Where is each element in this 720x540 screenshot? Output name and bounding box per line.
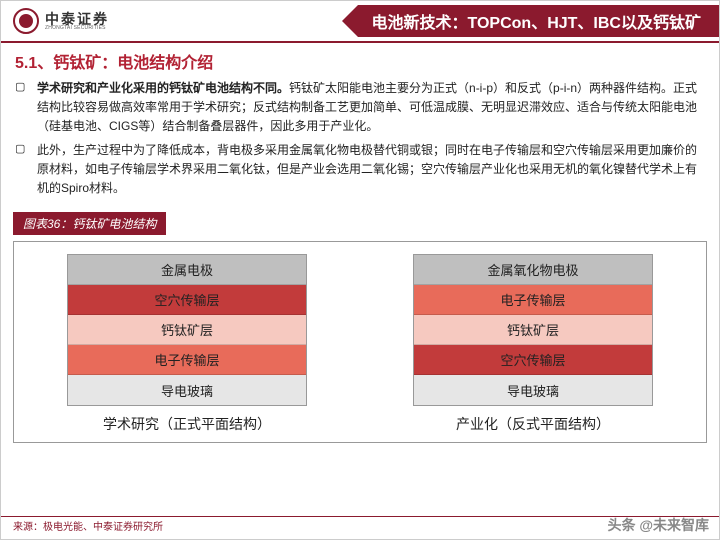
right-structure: 金属氧化物电极电子传输层钙钛矿层空穴传输层导电玻璃 产业化（反式平面结构） [413,254,653,434]
logo-mark [13,8,39,34]
logo-text-en: ZHONGTAI SECURITIES [45,26,109,31]
slide-page: 中泰证券 ZHONGTAI SECURITIES 电池新技术：TOPCon、HJ… [0,0,720,540]
watermark: 头条 @未来智库 [607,515,709,535]
logo-text-cn: 中泰证券 [45,12,109,26]
figure-title: 图表36：钙钛矿电池结构 [13,212,166,235]
layer: 空穴传输层 [68,285,306,315]
watermark-text: 头条 @未来智库 [607,515,709,535]
layer: 电子传输层 [414,285,652,315]
right-caption: 产业化（反式平面结构） [456,414,610,434]
right-stack: 金属氧化物电极电子传输层钙钛矿层空穴传输层导电玻璃 [413,254,653,406]
layer: 导电玻璃 [68,375,306,405]
layer: 空穴传输层 [414,345,652,375]
body-text: 学术研究和产业化采用的钙钛矿电池结构不同。钙钛矿太阳能电池主要分为正式（n-i-… [1,77,719,208]
para1-bold: 学术研究和产业化采用的钙钛矿电池结构不同。 [37,81,289,95]
source-text: 来源：极电光能、中泰证券研究所 [13,518,163,533]
left-structure: 金属电极空穴传输层钙钛矿层电子传输层导电玻璃 学术研究（正式平面结构） [67,254,307,434]
left-stack: 金属电极空穴传输层钙钛矿层电子传输层导电玻璃 [67,254,307,406]
figure-area: 金属电极空穴传输层钙钛矿层电子传输层导电玻璃 学术研究（正式平面结构） 金属氧化… [13,241,707,443]
layer: 电子传输层 [68,345,306,375]
layer: 金属氧化物电极 [414,255,652,285]
section-title: 5.1、钙钛矿：电池结构介绍 [1,43,719,77]
para2-rest: 此外，生产过程中为了降低成本，背电极多采用金属氧化物电极替代铜或银；同时在电子传… [37,143,697,195]
layer: 导电玻璃 [414,375,652,405]
layer: 钙钛矿层 [68,315,306,345]
left-caption: 学术研究（正式平面结构） [103,414,271,434]
page-title: 电池新技术：TOPCon、HJT、IBC以及钙钛矿 [358,5,720,37]
layer: 钙钛矿层 [414,315,652,345]
layer: 金属电极 [68,255,306,285]
header: 中泰证券 ZHONGTAI SECURITIES 电池新技术：TOPCon、HJ… [1,1,719,41]
paragraph-1: 学术研究和产业化采用的钙钛矿电池结构不同。钙钛矿太阳能电池主要分为正式（n-i-… [15,79,705,137]
paragraph-2: 此外，生产过程中为了降低成本，背电极多采用金属氧化物电极替代铜或银；同时在电子传… [15,141,705,199]
logo: 中泰证券 ZHONGTAI SECURITIES [1,8,109,34]
